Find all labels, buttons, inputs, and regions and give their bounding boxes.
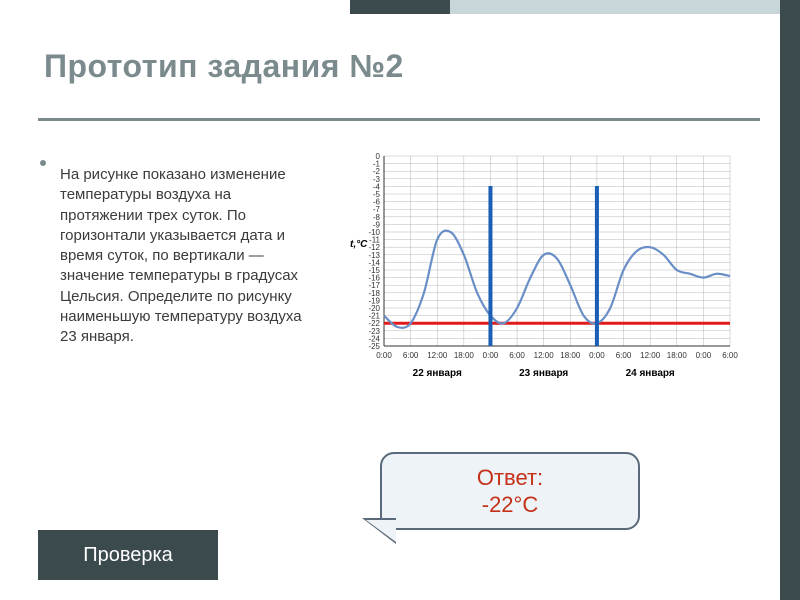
slide-edge-top-dark: [350, 0, 450, 14]
svg-text:22 января: 22 января: [413, 368, 462, 379]
answer-callout: Ответ: -22°С: [380, 452, 640, 530]
svg-text:6:00: 6:00: [403, 351, 419, 360]
check-button[interactable]: Проверка: [38, 530, 218, 580]
answer-text: Ответ: -22°С: [477, 464, 543, 519]
svg-text:18:00: 18:00: [667, 351, 688, 360]
answer-label: Ответ:: [477, 465, 543, 490]
svg-text:6:00: 6:00: [616, 351, 632, 360]
svg-text:18:00: 18:00: [454, 351, 475, 360]
callout-tail-fill: [366, 520, 396, 542]
task-text: На рисунке показано изменение температур…: [60, 165, 310, 347]
svg-text:0:00: 0:00: [696, 351, 712, 360]
temperature-chart: 0-1-2-3-4-5-6-7-8-9-10-11-12-13-14-15-16…: [330, 146, 750, 396]
svg-text:0:00: 0:00: [376, 351, 392, 360]
svg-text:6:00: 6:00: [509, 351, 525, 360]
svg-text:18:00: 18:00: [560, 351, 581, 360]
svg-text:6:00: 6:00: [722, 351, 738, 360]
bullet-icon: [40, 160, 46, 166]
svg-text:t,°C: t,°C: [350, 239, 368, 250]
title-rule: [38, 118, 760, 121]
slide-title: Прототип задания №2: [44, 48, 404, 85]
svg-text:12:00: 12:00: [427, 351, 448, 360]
slide-edge-right: [780, 0, 800, 600]
answer-value: -22°С: [482, 492, 538, 517]
chart-svg: 0-1-2-3-4-5-6-7-8-9-10-11-12-13-14-15-16…: [330, 146, 750, 396]
svg-text:12:00: 12:00: [534, 351, 555, 360]
svg-text:23 января: 23 января: [519, 368, 568, 379]
slide-edge-top-light: [450, 0, 780, 14]
svg-text:12:00: 12:00: [640, 351, 661, 360]
svg-text:24 января: 24 января: [626, 368, 675, 379]
svg-text:0:00: 0:00: [483, 351, 499, 360]
check-button-label: Проверка: [83, 544, 173, 567]
svg-text:0:00: 0:00: [589, 351, 605, 360]
svg-text:-25: -25: [368, 342, 380, 351]
